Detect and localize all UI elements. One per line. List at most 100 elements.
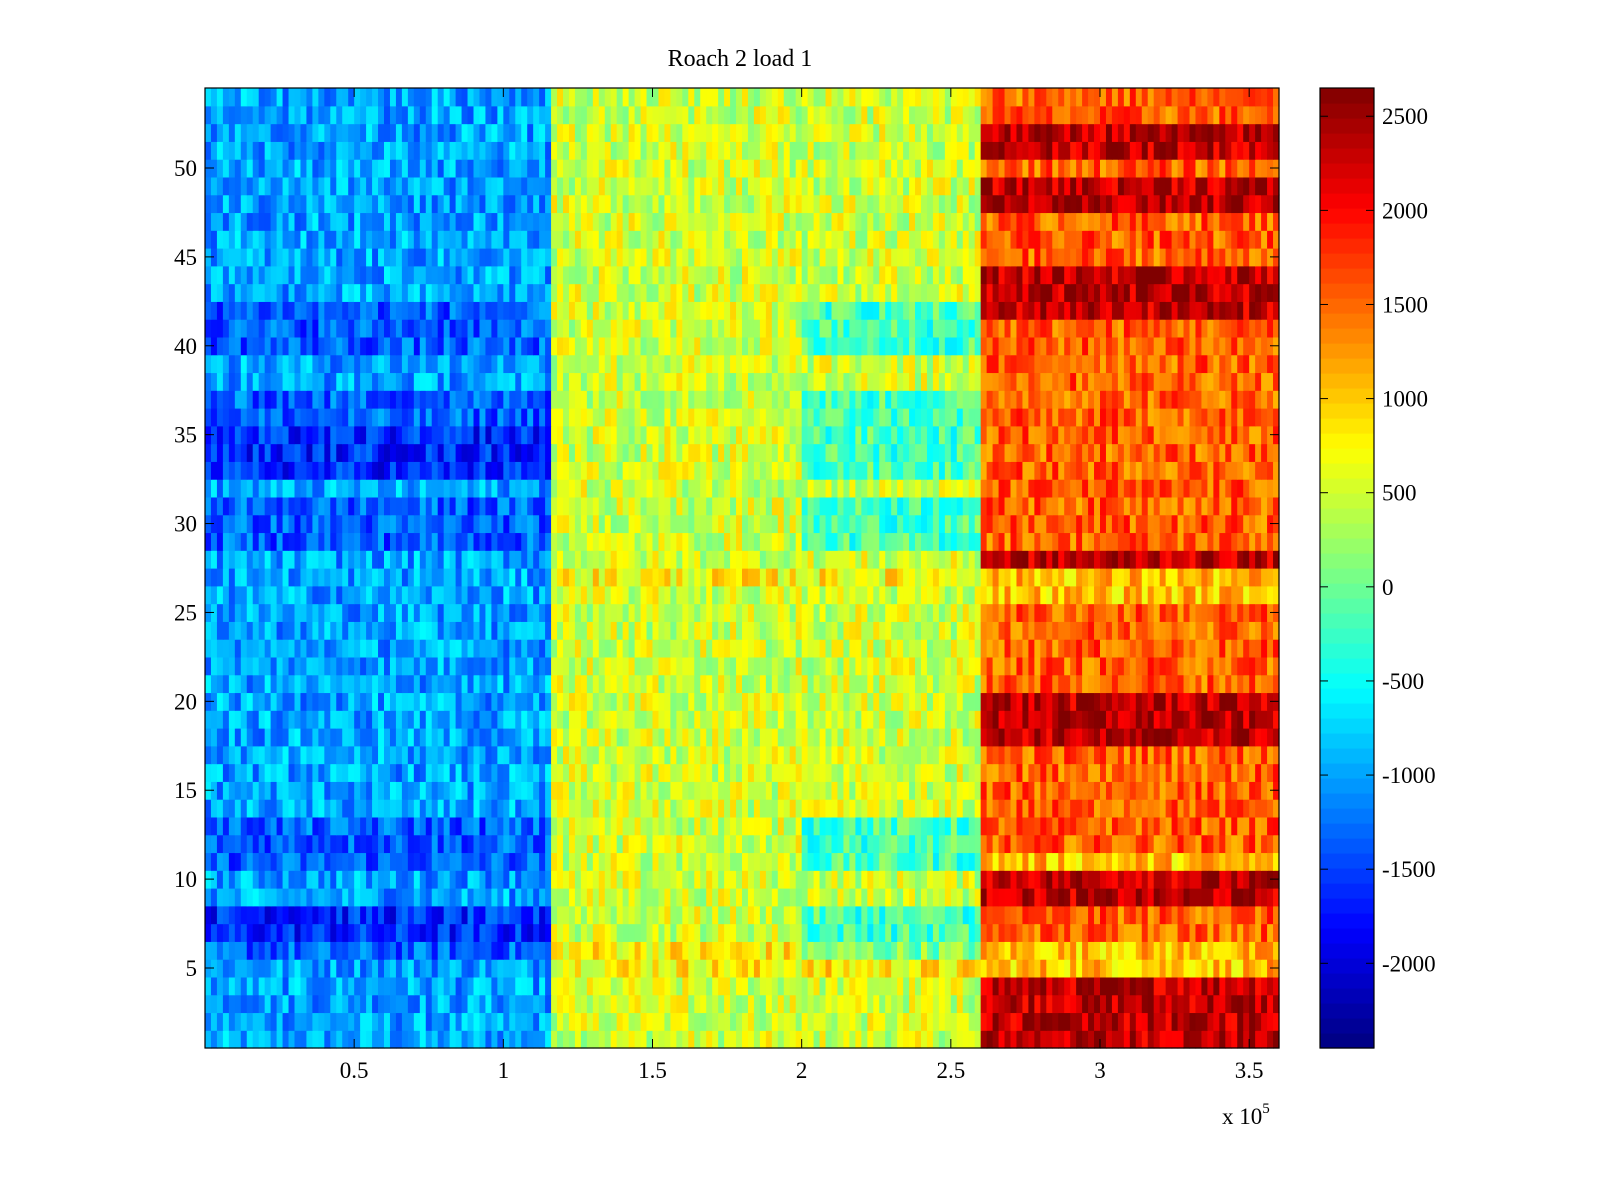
heatmap-cell: [497, 550, 504, 569]
heatmap-cell: [455, 621, 463, 640]
heatmap-cell: [765, 781, 773, 800]
heatmap-cell: [1165, 834, 1173, 854]
heatmap-cell: [395, 1012, 403, 1031]
heatmap-cell: [801, 923, 809, 942]
heatmap-cell: [1153, 870, 1161, 889]
heatmap-cell: [491, 674, 498, 694]
heatmap-cell: [592, 603, 600, 622]
heatmap-cell: [1261, 781, 1268, 800]
heatmap-cell: [795, 763, 803, 782]
heatmap-cell: [1177, 888, 1185, 907]
heatmap-cell: [753, 568, 761, 587]
heatmap-cell: [1010, 692, 1018, 711]
heatmap-cell: [1070, 710, 1077, 729]
heatmap-cell: [234, 994, 242, 1014]
heatmap-cell: [759, 639, 767, 658]
heatmap-cell: [736, 585, 743, 605]
heatmap-cell: [646, 781, 654, 800]
heatmap-cell: [222, 639, 230, 658]
heatmap-cell: [1189, 870, 1197, 889]
heatmap-cell: [342, 656, 349, 676]
heatmap-cell: [885, 941, 892, 960]
heatmap-cell: [205, 763, 212, 782]
heatmap-cell: [563, 781, 570, 800]
heatmap-cell: [384, 585, 391, 605]
heatmap-cell: [903, 905, 910, 925]
heatmap-cell: [336, 710, 343, 729]
heatmap-cell: [324, 781, 331, 800]
heatmap-cell: [282, 976, 290, 996]
heatmap-cell: [580, 852, 588, 871]
heatmap-cell: [885, 603, 892, 622]
heatmap-cell: [903, 674, 910, 694]
heatmap-cell: [837, 674, 845, 694]
heatmap-cell: [205, 585, 212, 605]
heatmap-cell: [431, 568, 439, 587]
heatmap-cell: [574, 585, 582, 605]
heatmap-cell: [533, 905, 540, 925]
heatmap-cell: [378, 852, 385, 871]
heatmap-cell: [1117, 1030, 1125, 1049]
heatmap-cell: [909, 852, 916, 871]
heatmap-cell: [485, 976, 492, 996]
heatmap-cell: [1231, 905, 1238, 925]
heatmap-cell: [336, 994, 343, 1014]
heatmap-cell: [479, 816, 487, 836]
heatmap-cell: [407, 781, 415, 800]
heatmap-cell: [1171, 905, 1179, 925]
heatmap-cell: [276, 639, 284, 658]
heatmap-cell: [932, 745, 940, 765]
heatmap-cell: [962, 905, 970, 925]
heatmap-cell: [1052, 710, 1059, 729]
heatmap-cell: [1028, 621, 1035, 640]
heatmap-cell: [765, 568, 773, 587]
heatmap-cell: [395, 834, 403, 854]
heatmap-cell: [222, 674, 230, 694]
heatmap-cell: [670, 692, 677, 711]
heatmap-cell: [1261, 852, 1268, 871]
heatmap-cell: [706, 763, 713, 782]
heatmap-cell: [932, 834, 940, 854]
heatmap-cell: [348, 888, 355, 907]
heatmap-cell: [551, 1012, 558, 1031]
heatmap-cell: [461, 745, 469, 765]
heatmap-cell: [473, 994, 481, 1014]
heatmap-cell: [1255, 763, 1262, 782]
heatmap-cell: [1147, 656, 1155, 676]
heatmap-cell: [372, 888, 379, 907]
heatmap-cell: [753, 941, 761, 960]
heatmap-cell: [1141, 852, 1149, 871]
heatmap-cell: [664, 976, 671, 996]
heatmap-cell: [903, 799, 910, 818]
heatmap-cell: [551, 888, 558, 907]
heatmap-cell: [825, 568, 833, 587]
heatmap-cell: [461, 994, 469, 1014]
heatmap-cell: [1183, 923, 1191, 942]
heatmap-cell: [909, 905, 916, 925]
heatmap-cell: [288, 959, 296, 978]
heatmap-cell: [873, 1012, 880, 1031]
heatmap-cell: [210, 781, 218, 800]
heatmap-cell: [1261, 621, 1268, 640]
heatmap-cell: [246, 585, 254, 605]
heatmap-cell: [1213, 728, 1220, 747]
heatmap-cell: [759, 656, 767, 676]
heatmap-cell: [419, 710, 427, 729]
heatmap-cell: [407, 870, 415, 889]
heatmap-cell: [324, 799, 331, 818]
heatmap-cell: [628, 728, 636, 747]
heatmap-cell: [1141, 941, 1149, 960]
heatmap-cell: [897, 674, 904, 694]
heatmap-cell: [998, 710, 1006, 729]
heatmap-cell: [783, 976, 791, 996]
heatmap-cell: [533, 639, 540, 658]
heatmap-cell: [509, 905, 516, 925]
heatmap-cell: [312, 1012, 319, 1031]
heatmap-cell: [306, 1030, 313, 1049]
heatmap-cell: [843, 621, 850, 640]
heatmap-cell: [921, 1030, 928, 1049]
heatmap-cell: [407, 603, 415, 622]
heatmap-cell: [759, 603, 767, 622]
heatmap-cell: [1189, 710, 1197, 729]
heatmap-cell: [1100, 959, 1107, 978]
